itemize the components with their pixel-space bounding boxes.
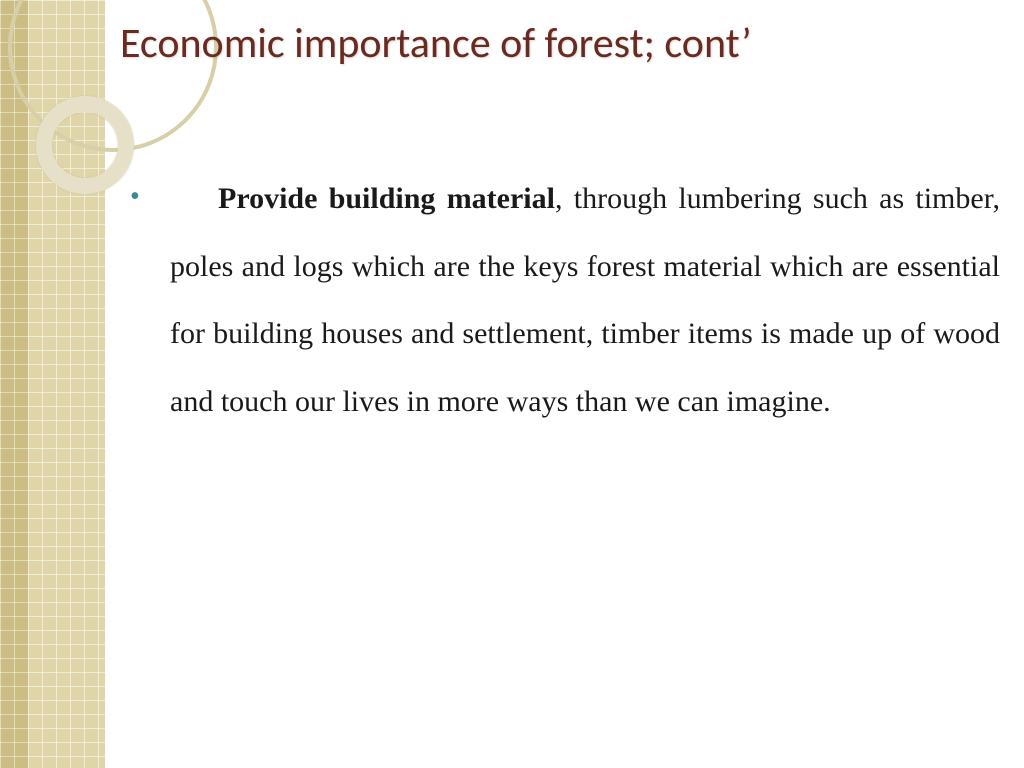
bullet-rest: , through lumbering such as timber, pole… (170, 182, 1000, 418)
slide: Economic importance of forest; cont’ • P… (0, 0, 1024, 768)
bullet-item: • Provide building material, through lum… (130, 165, 1000, 435)
slide-content: • Provide building material, through lum… (130, 165, 1000, 435)
bullet-bold-lead: Provide building material (218, 182, 555, 215)
bullet-text: Provide building material, through lumbe… (170, 165, 1000, 435)
slide-title: Economic importance of forest; cont’ (120, 18, 1000, 69)
bullet-marker: • (130, 165, 170, 211)
decorative-circle-small (36, 96, 134, 194)
